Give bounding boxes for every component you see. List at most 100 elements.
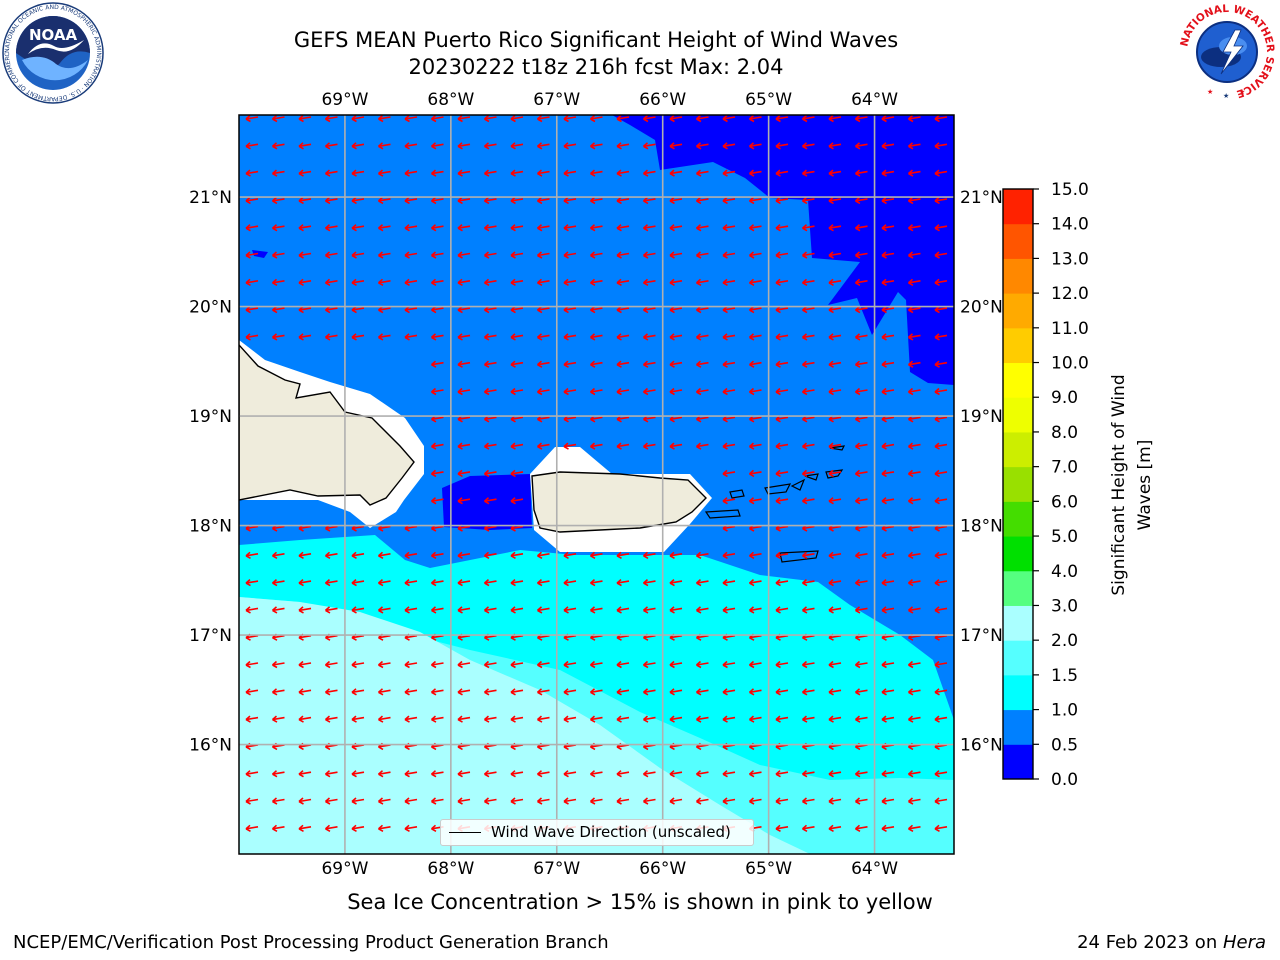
wave-arrow	[722, 361, 736, 366]
wave-arrow	[298, 607, 312, 612]
wave-arrow	[537, 116, 550, 120]
wave-arrow	[749, 771, 762, 775]
wave-arrow-head	[722, 551, 728, 559]
wave-arrow-head	[616, 551, 622, 559]
wave-arrow	[722, 634, 736, 639]
wave-arrow	[934, 716, 948, 721]
wave-arrow-head	[510, 578, 516, 587]
wave-arrow	[325, 198, 338, 202]
wave-arrow-head	[801, 797, 808, 805]
wave-arrow-head	[775, 251, 781, 259]
wave-arrow-head	[695, 142, 702, 150]
wave-arrow-head	[324, 660, 331, 669]
lat-tick-label-right: 19°N	[960, 407, 1003, 427]
wave-arrow	[934, 798, 948, 803]
wave-arrow-head	[324, 196, 331, 205]
wave-arrow-head	[907, 251, 914, 259]
wave-arrow-head	[536, 770, 543, 778]
wave-arrow-head	[483, 606, 490, 614]
wave-arrow	[457, 771, 471, 775]
wave-arrow-head	[881, 333, 887, 341]
wave-arrow	[245, 798, 259, 803]
wave-arrow-head	[457, 688, 463, 696]
wave-arrow-head	[616, 251, 622, 259]
wave-arrow	[855, 798, 868, 803]
wave-arrow	[510, 198, 524, 202]
wave-arrow	[802, 634, 815, 639]
wave-arrow	[775, 116, 789, 120]
wave-arrow-head	[510, 469, 516, 478]
wave-arrow-head	[457, 469, 463, 478]
wave-arrow	[325, 662, 338, 666]
wave-arrow-head	[748, 770, 755, 778]
wave-arrow	[722, 553, 736, 557]
wave-arrow-head	[536, 606, 543, 614]
wave-arrow	[272, 116, 285, 120]
svg-text:★: ★	[1239, 88, 1245, 96]
wave-arrow-head	[854, 251, 861, 259]
wave-arrow	[643, 607, 656, 612]
wave-arrow-head	[589, 578, 596, 587]
wave-arrow-head	[669, 660, 675, 669]
wave-arrow	[802, 198, 815, 202]
wave-arrow-head	[854, 115, 861, 123]
wave-arrow-head	[351, 606, 357, 614]
wave-arrow-head	[907, 578, 914, 587]
wave-arrow-head	[563, 660, 569, 669]
wave-arrow	[749, 334, 762, 339]
wave-arrow	[245, 280, 259, 284]
wave-arrow-head	[404, 278, 410, 286]
wave-arrow-head	[245, 224, 251, 232]
wave-arrow-head	[483, 251, 490, 259]
wave-arrow-head	[589, 360, 596, 368]
wave-arrow-head	[536, 360, 543, 368]
wave-arrow-head	[881, 770, 887, 778]
wave-arrow-head	[722, 497, 728, 505]
lon-tick-label-bottom: 66°W	[639, 859, 686, 879]
wave-arrow-head	[695, 442, 702, 450]
wave-arrow	[537, 607, 550, 612]
lon-ticks-bottom: 69°W 68°W 67°W 66°W 65°W 64°W	[321, 859, 898, 879]
wave-arrow-head	[245, 578, 251, 587]
wave-arrow-head	[775, 606, 781, 614]
wave-arrow-head	[642, 251, 649, 259]
wave-arrow	[802, 361, 815, 366]
wave-arrow-head	[430, 442, 437, 450]
wave-arrow-head	[457, 251, 463, 259]
wave-arrow-head	[298, 196, 304, 205]
wave-arrow-head	[377, 551, 384, 559]
wave-arrow	[510, 498, 524, 502]
wave-arrow	[537, 689, 550, 694]
wave-arrow	[908, 280, 921, 284]
wave-arrow	[272, 525, 285, 530]
wave-arrow-head	[404, 333, 410, 341]
wave-arrow	[908, 170, 921, 175]
wave-arrow-head	[589, 196, 596, 205]
wave-arrow	[881, 170, 895, 175]
wave-arrow	[775, 443, 789, 448]
wave-arrow-head	[589, 387, 596, 396]
wave-arrow	[881, 798, 895, 803]
wave-arrow-head	[854, 469, 861, 478]
wave-arrow-head	[801, 606, 808, 614]
wave-arrow-head	[695, 387, 702, 396]
wave-arrow	[245, 334, 259, 339]
wave-arrow	[722, 334, 736, 339]
wave-arrow	[590, 198, 603, 202]
wave-arrow-head	[616, 606, 622, 614]
colorbar-segment	[1003, 466, 1033, 502]
wave-arrow	[828, 662, 842, 666]
wave-arrow-head	[483, 497, 490, 505]
colorbar-segment	[1003, 223, 1033, 259]
wave-arrow	[908, 826, 921, 830]
wave-arrow-head	[510, 169, 516, 177]
wave-arrow-head	[854, 224, 861, 232]
wave-arrow	[616, 716, 630, 721]
footer-date: 24 Feb 2023 on Hera	[1077, 932, 1266, 953]
colorbar-segment	[1003, 674, 1033, 711]
wave-arrow	[537, 716, 550, 721]
wave-arrow-head	[324, 770, 331, 778]
wave-arrow	[563, 170, 577, 175]
wave-arrow-head	[748, 497, 755, 505]
colorbar-segment	[1003, 640, 1033, 676]
